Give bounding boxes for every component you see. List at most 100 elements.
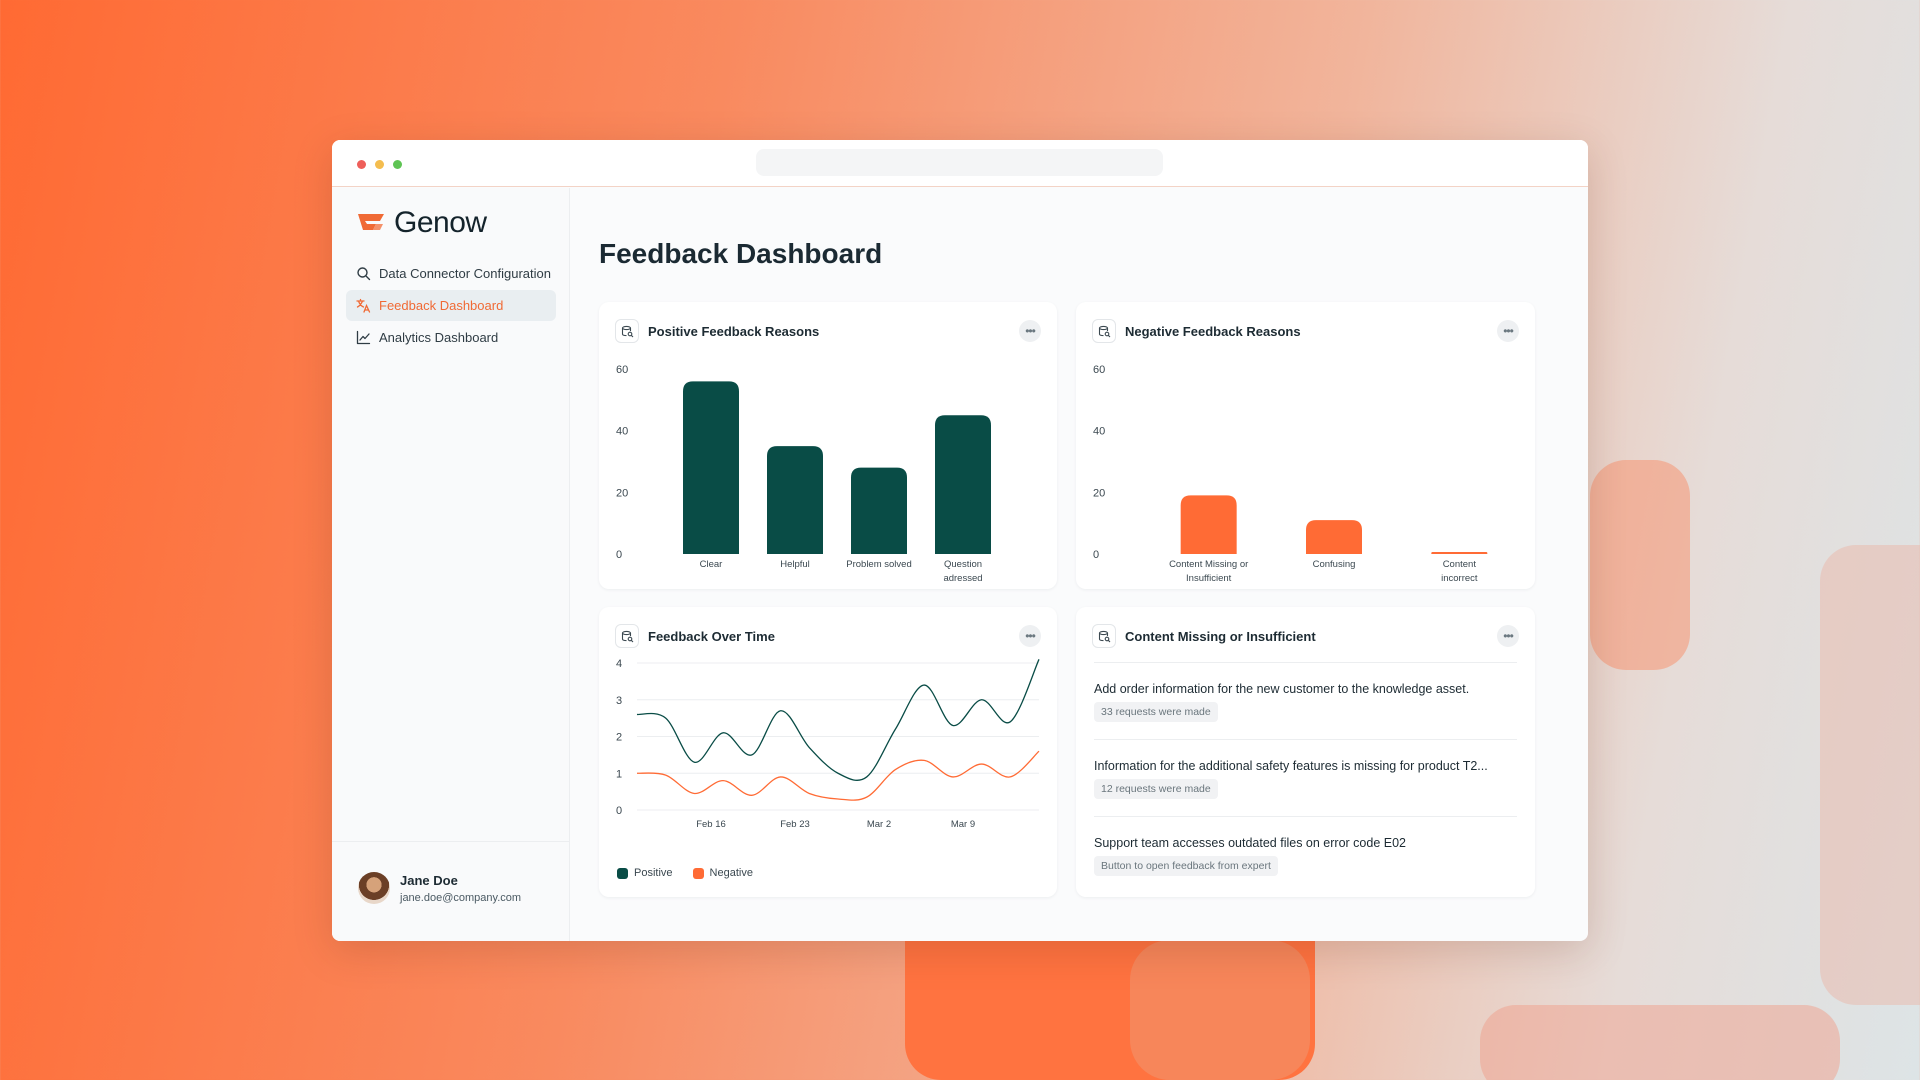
list-item-text: Add order information for the new custom… [1094,682,1470,696]
x-tick-label: Content [1443,559,1477,570]
user-profile[interactable]: Jane Doe jane.doe@company.com [332,841,570,941]
brand-logo[interactable]: Genow [356,206,487,240]
x-tick-label: incorrect [1441,573,1478,582]
content-missing-card: Content Missing or Insufficient ••• Add … [1076,607,1535,897]
database-search-icon [1092,624,1116,648]
more-options-button[interactable]: ••• [1019,320,1041,342]
list-item[interactable]: Add order information for the new custom… [1094,662,1517,739]
legend-item-negative[interactable]: Negative [692,867,753,879]
x-tick-label: Helpful [780,559,810,570]
series-line-positive [636,659,1040,781]
genow-logo-icon [358,214,384,230]
database-search-icon [615,319,639,343]
address-bar[interactable] [756,149,1163,176]
main-content: Feedback Dashboard Positive Feedback Rea… [570,188,1588,941]
sidebar-item-data-connector[interactable]: Data Connector Configuration [346,258,556,289]
sidebar-item-analytics-dashboard[interactable]: Analytics Dashboard [346,322,556,353]
x-tick-label: Question [944,559,982,570]
y-tick-label: 0 [1093,549,1099,561]
y-tick-label: 1 [616,768,622,780]
background-shape [1820,545,1920,1005]
translate-icon [356,298,371,313]
background-shape [1130,940,1310,1080]
brand-name: Genow [394,206,487,239]
y-tick-label: 40 [1093,426,1105,438]
y-tick-label: 2 [616,732,622,744]
legend-item-positive[interactable]: Positive [617,867,673,879]
negative-feedback-chart: 0 20 40 60 Content Missing or Insufficient Con… [1093,364,1488,582]
x-tick-label: Confusing [1313,559,1356,570]
page-title: Feedback Dashboard [599,238,883,269]
window-titlebar [332,140,1588,187]
more-options-button[interactable]: ••• [1019,625,1041,647]
feedback-over-time-card: Feedback Over Time ••• 0 1 2 3 4 Feb 16 Feb 23… [599,607,1057,897]
search-icon [356,266,371,281]
x-tick-label: Insufficient [1186,573,1232,582]
y-tick-label: 0 [616,549,622,561]
bar [767,446,823,554]
legend-label: Negative [709,867,753,879]
x-tick-label: Content Missing or [1169,559,1248,570]
positive-feedback-chart: 0 20 40 60 Clear Helpful Problem solved Questio… [616,364,991,582]
bar [935,415,991,554]
more-options-button[interactable]: ••• [1497,625,1519,647]
sidebar-nav: Data Connector Configuration Feedback Da… [346,258,556,354]
bar [851,467,907,554]
sidebar-item-label: Data Connector Configuration [379,266,551,281]
x-tick-label: Clear [700,559,723,570]
card-title: Positive Feedback Reasons [648,323,820,339]
list-item-text: Support team accesses outdated files on … [1094,836,1406,850]
card-title: Feedback Over Time [648,628,775,644]
browser-window: Genow Data Connector Configuration Feedb… [332,140,1588,941]
list-item-text: Information for the additional safety fe… [1094,759,1488,773]
x-tick-label: Mar 2 [867,819,891,830]
maximize-window-button[interactable] [393,160,402,169]
sidebar-item-label: Analytics Dashboard [379,330,499,345]
bar [1431,552,1488,554]
bar [1306,520,1362,554]
y-tick-label: 40 [616,426,628,438]
x-tick-label: Feb 16 [696,819,726,830]
x-tick-label: Problem solved [846,559,911,570]
user-name: Jane Doe [400,872,458,888]
minimize-window-button[interactable] [375,160,384,169]
list-item[interactable]: Support team accesses outdated files on … [1094,816,1517,893]
avatar [358,872,390,904]
positive-feedback-card: Positive Feedback Reasons ••• 0 20 40 60 Cle… [599,302,1057,589]
y-tick-label: 20 [616,487,628,499]
x-tick-label: Mar 9 [951,819,975,830]
bar [683,381,739,554]
chart-legend: Positive Negative [617,867,773,879]
sidebar-item-label: Feedback Dashboard [379,298,504,313]
content-missing-list: Add order information for the new custom… [1094,662,1517,893]
sidebar: Genow Data Connector Configuration Feedb… [332,188,570,941]
request-count-badge[interactable]: Button to open feedback from expert [1094,856,1278,876]
y-tick-label: 20 [1093,487,1105,499]
sidebar-item-feedback-dashboard[interactable]: Feedback Dashboard [346,290,556,321]
user-email: jane.doe@company.com [400,891,522,904]
y-tick-label: 60 [616,364,628,376]
background-shape [1480,1005,1840,1080]
database-search-icon [1092,319,1116,343]
database-search-icon [615,624,639,648]
y-tick-label: 3 [616,695,622,707]
legend-label: Positive [634,867,673,879]
line-chart-icon [356,330,371,345]
request-count-badge: 12 requests were made [1094,779,1218,799]
x-tick-label: Feb 23 [780,819,810,830]
y-tick-label: 4 [616,658,622,670]
bar [1180,495,1237,554]
list-item[interactable]: Information for the additional safety fe… [1094,739,1517,816]
y-tick-label: 0 [616,805,622,817]
series-line-negative [636,750,1040,801]
legend-swatch [617,867,628,879]
card-title: Negative Feedback Reasons [1125,323,1301,339]
close-window-button[interactable] [357,160,366,169]
request-count-badge: 33 requests were made [1094,702,1218,722]
y-tick-label: 60 [1093,364,1105,376]
negative-feedback-card: Negative Feedback Reasons ••• 0 20 40 60 Con… [1076,302,1535,589]
feedback-over-time-chart: 0 1 2 3 4 Feb 16 Feb 23 Mar 2 Mar 9 [616,658,1040,830]
background-shape [1590,460,1690,670]
legend-swatch [692,867,704,879]
more-options-button[interactable]: ••• [1497,320,1519,342]
